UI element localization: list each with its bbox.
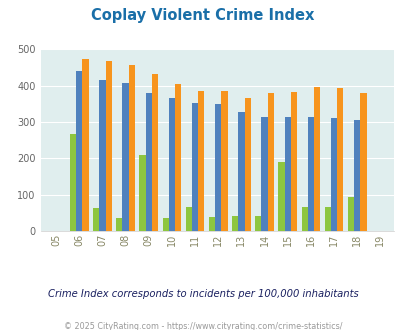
Bar	[261, 116, 267, 231]
Bar	[192, 103, 198, 231]
Bar	[324, 208, 330, 231]
Bar	[93, 209, 99, 231]
Bar	[168, 98, 175, 231]
Text: Crime Index corresponds to incidents per 100,000 inhabitants: Crime Index corresponds to incidents per…	[47, 289, 358, 299]
Bar	[175, 83, 181, 231]
Text: © 2025 CityRating.com - https://www.cityrating.com/crime-statistics/: © 2025 CityRating.com - https://www.city…	[64, 322, 341, 330]
Bar	[284, 116, 290, 231]
Bar	[128, 65, 134, 231]
Bar	[185, 208, 192, 231]
Bar	[330, 118, 337, 231]
Bar	[162, 218, 168, 231]
Text: Coplay Violent Crime Index: Coplay Violent Crime Index	[91, 8, 314, 23]
Bar	[360, 93, 366, 231]
Bar	[145, 93, 151, 231]
Bar	[76, 71, 82, 231]
Bar	[105, 61, 111, 231]
Bar	[151, 74, 158, 231]
Bar	[244, 98, 250, 231]
Bar	[122, 83, 128, 231]
Bar	[267, 93, 273, 231]
Bar	[232, 216, 238, 231]
Bar	[347, 196, 353, 231]
Bar	[99, 80, 105, 231]
Bar	[70, 134, 76, 231]
Bar	[198, 90, 204, 231]
Bar	[313, 87, 320, 231]
Bar	[238, 112, 244, 231]
Bar	[208, 217, 215, 231]
Bar	[221, 90, 227, 231]
Bar	[116, 218, 122, 231]
Bar	[353, 120, 360, 231]
Bar	[301, 208, 307, 231]
Bar	[307, 116, 313, 231]
Bar	[255, 216, 261, 231]
Bar	[278, 162, 284, 231]
Bar	[215, 104, 221, 231]
Bar	[139, 155, 145, 231]
Bar	[337, 88, 343, 231]
Bar	[290, 92, 296, 231]
Bar	[82, 59, 88, 231]
